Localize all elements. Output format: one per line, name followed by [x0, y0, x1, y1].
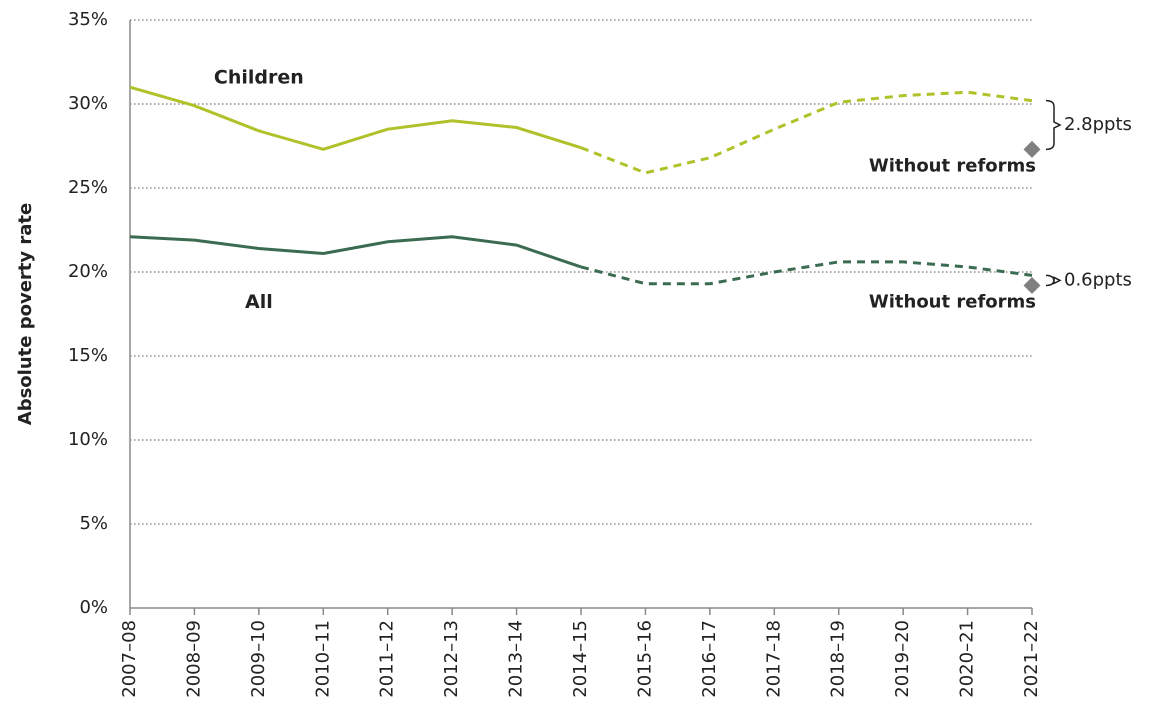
- series-line: [580, 90, 1033, 175]
- bracket: [1045, 99, 1062, 151]
- y-tick-label: 15%: [68, 345, 108, 366]
- gap-label: 0.6ppts: [1064, 269, 1132, 290]
- series-line: [580, 260, 1033, 286]
- without-reforms-label: Without reforms: [869, 291, 1036, 312]
- x-tick-label: 2010–11: [312, 620, 333, 698]
- x-tick-label: 2009–10: [248, 620, 269, 698]
- x-tick-label: 2008–09: [183, 620, 204, 698]
- x-tick-label: 2012–13: [441, 620, 462, 698]
- without-reforms-label: Without reforms: [869, 155, 1036, 176]
- x-tick-label: 2021–22: [1021, 620, 1042, 698]
- x-tick-label: 2016–17: [699, 620, 720, 698]
- series-label: All: [245, 291, 273, 313]
- x-tick-label: 2020–21: [957, 620, 978, 698]
- x-tick-label: 2014–15: [570, 620, 591, 698]
- y-tick-label: 0%: [79, 597, 108, 618]
- x-tick-label: 2013–14: [506, 620, 527, 698]
- series-line: [129, 85, 582, 151]
- x-tick-label: 2007–08: [119, 620, 140, 698]
- x-tick-label: 2019–20: [892, 620, 913, 698]
- gap-label: 2.8ppts: [1064, 114, 1132, 135]
- y-tick-label: 10%: [68, 429, 108, 450]
- y-tick-label: 35%: [68, 9, 108, 30]
- x-tick-label: 2017–18: [763, 620, 784, 698]
- y-tick-label: 5%: [79, 513, 108, 534]
- bracket: [1045, 274, 1062, 287]
- y-tick-label: 20%: [68, 261, 108, 282]
- y-tick-label: 30%: [68, 93, 108, 114]
- series-label: Children: [214, 66, 304, 88]
- x-tick-label: 2011–12: [377, 620, 398, 698]
- y-tick-label: 25%: [68, 177, 108, 198]
- x-tick-label: 2018–19: [828, 620, 849, 698]
- x-tick-label: 2015–16: [634, 620, 655, 698]
- series-line: [129, 235, 582, 269]
- y-axis-label: Absolute poverty rate: [15, 203, 36, 425]
